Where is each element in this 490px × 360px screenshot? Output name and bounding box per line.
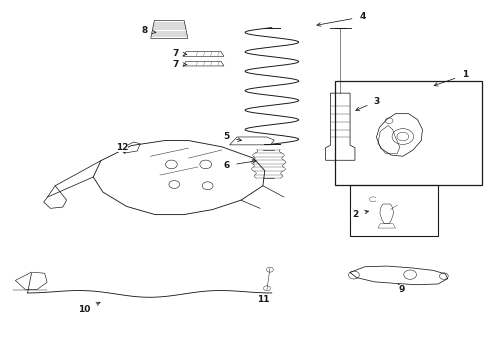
Text: 1: 1 [434, 71, 468, 86]
Text: 5: 5 [223, 132, 242, 141]
Text: 3: 3 [356, 96, 380, 111]
Text: 2: 2 [352, 210, 368, 219]
Text: 7: 7 [172, 49, 187, 58]
Text: 6: 6 [223, 159, 256, 170]
Text: 10: 10 [77, 302, 100, 314]
Text: 7: 7 [172, 60, 187, 69]
Bar [350, 185, 438, 235]
Text: 8: 8 [142, 26, 156, 35]
Text: 12: 12 [116, 143, 128, 153]
Text: 11: 11 [257, 294, 270, 303]
Bar [335, 81, 482, 185]
Text: 4: 4 [317, 12, 366, 26]
Text: 9: 9 [398, 284, 405, 294]
